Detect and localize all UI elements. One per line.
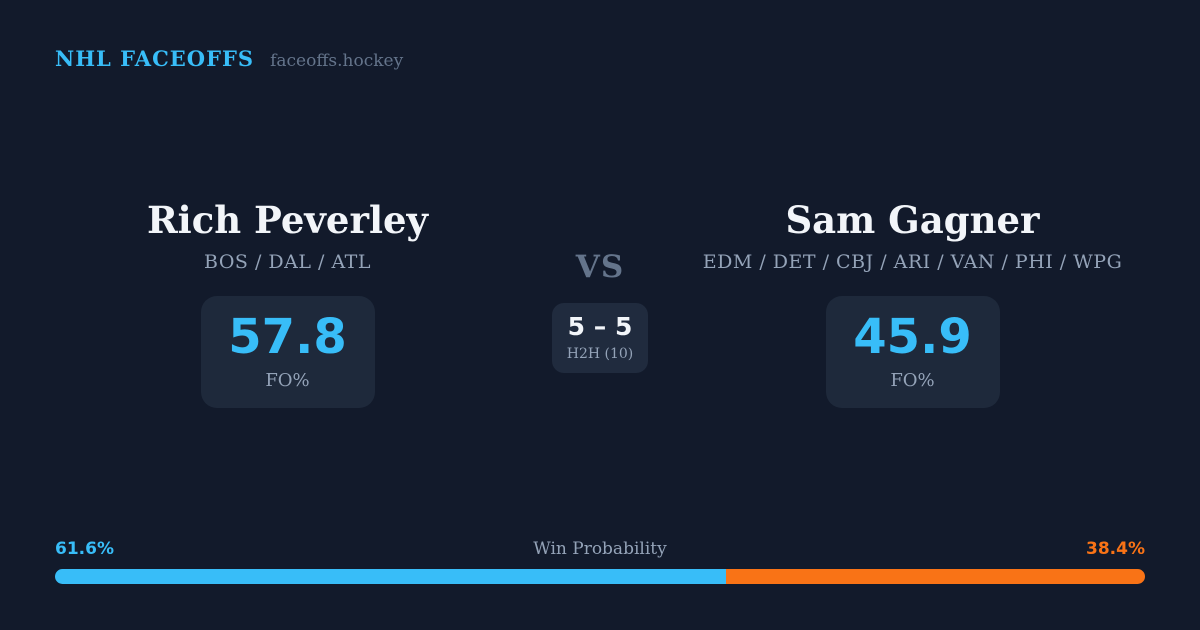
win-probability-left-pct: 61.6%	[55, 539, 114, 559]
player-right-fo-label: FO%	[890, 369, 935, 391]
win-probability-bar-right	[726, 569, 1145, 584]
player-right-teams: EDM / DET / CBJ / ARI / VAN / PHI / WPG	[702, 250, 1123, 273]
player-right-fo-box: 45.9 FO%	[825, 295, 1000, 408]
player-left-fo-box: 57.8 FO%	[200, 295, 375, 408]
win-probability-labels: 61.6% Win Probability 38.4%	[55, 539, 1145, 559]
player-right-name: Sam Gagner	[785, 198, 1040, 242]
player-left-fo-value: 57.8	[228, 308, 347, 365]
win-probability-section: 61.6% Win Probability 38.4%	[55, 539, 1145, 584]
player-left: Rich Peverley BOS / DAL / ATL 57.8 FO%	[55, 199, 520, 408]
player-left-teams: BOS / DAL / ATL	[204, 250, 371, 273]
player-right: Sam Gagner EDM / DET / CBJ / ARI / VAN /…	[680, 199, 1145, 408]
player-left-fo-label: FO%	[265, 369, 310, 391]
player-left-name: Rich Peverley	[146, 198, 429, 242]
win-probability-bar-left	[55, 569, 727, 584]
win-probability-bar	[55, 569, 1145, 584]
h2h-label: H2H (10)	[566, 346, 634, 363]
brand-title: NHL FACEOFFS	[55, 46, 255, 71]
h2h-box: 5 – 5 H2H (10)	[552, 303, 648, 374]
vs-label: VS	[575, 249, 625, 285]
site-url: faceoffs.hockey	[270, 51, 404, 71]
header: NHL FACEOFFS faceoffs.hockey	[55, 0, 1145, 71]
versus-column: VS 5 – 5 H2H (10)	[520, 199, 680, 374]
matchup-row: Rich Peverley BOS / DAL / ATL 57.8 FO% V…	[55, 199, 1145, 408]
win-probability-right-pct: 38.4%	[1086, 539, 1145, 559]
h2h-score: 5 – 5	[567, 312, 633, 342]
win-probability-title: Win Probability	[533, 539, 667, 559]
player-right-fo-value: 45.9	[853, 308, 972, 365]
